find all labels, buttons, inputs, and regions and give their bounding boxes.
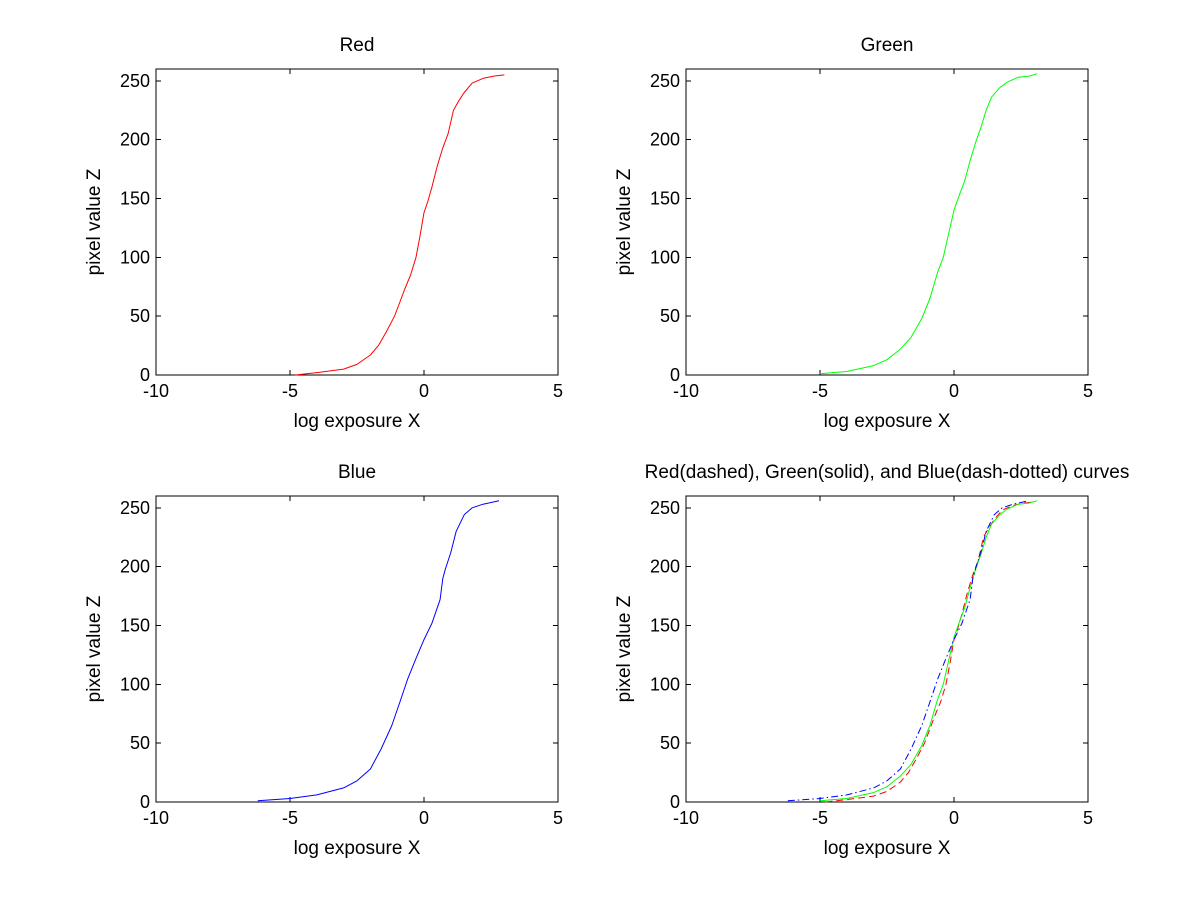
chart-3-y-tick-label: 100 (120, 674, 150, 694)
chart-4-y-axis-label: pixel value Z (614, 595, 635, 702)
chart-4-title: Red(dashed), Green(solid), and Blue(dash… (645, 462, 1130, 483)
chart-4-axes-box (685, 495, 1089, 803)
chart-3-y-tick-label: 50 (130, 733, 150, 753)
chart-1-x-tick-label: 0 (419, 381, 429, 401)
chart-2-x-tick-label: 0 (949, 381, 959, 401)
chart-1-y-tick-label: 250 (120, 71, 150, 91)
chart-3-series-solid-line (257, 500, 500, 802)
chart-1-y-tick-label: 0 (140, 365, 150, 385)
chart-3-axes-box (155, 495, 559, 803)
chart-4-x-tick-label: -10 (673, 808, 699, 828)
chart-4-y-tick-label: 200 (650, 557, 680, 577)
chart-1-x-tick-label: -5 (282, 381, 298, 401)
chart-1-y-tick-label: 200 (120, 130, 150, 150)
chart-1-series-solid-line (295, 74, 505, 376)
chart-1-x-tick-label: -10 (143, 381, 169, 401)
chart-4-y-tick-label: 100 (650, 674, 680, 694)
chart-3-x-tick-label: -5 (282, 808, 298, 828)
chart-2-y-tick-label: 50 (660, 306, 680, 326)
chart-2-y-axis-label: pixel value Z (614, 168, 635, 275)
chart-3-y-tick-label: 200 (120, 557, 150, 577)
chart-1-title: Red (340, 35, 375, 56)
chart-1-x-axis-label: log exposure X (294, 411, 421, 432)
chart-4-x-tick-label: -5 (812, 808, 828, 828)
chart-3-y-tick-label: 150 (120, 615, 150, 635)
chart-2-y-tick-label: 100 (650, 247, 680, 267)
chart-3-title: Blue (338, 462, 376, 483)
chart-4-series-solid-line (819, 500, 1038, 802)
chart-4-x-tick-label: 0 (949, 808, 959, 828)
chart-1-y-tick-label: 50 (130, 306, 150, 326)
chart-3-y-axis-label: pixel value Z (84, 595, 105, 702)
chart-2-title: Green (861, 35, 914, 56)
chart-3-x-tick-label: -10 (143, 808, 169, 828)
chart-4-series-dashed-line (825, 501, 1035, 803)
chart-3-y-tick-label: 0 (140, 792, 150, 812)
chart-2-series-solid-line (819, 73, 1038, 375)
chart-2-y-tick-label: 200 (650, 130, 680, 150)
chart-3-x-tick-label: 5 (553, 808, 563, 828)
chart-3-x-tick-label: 0 (419, 808, 429, 828)
chart-1-x-tick-label: 5 (553, 381, 563, 401)
chart-2-x-tick-label: -5 (812, 381, 828, 401)
chart-4-series-dashdot-line (787, 500, 1030, 802)
chart-2-y-tick-label: 150 (650, 188, 680, 208)
chart-2-y-tick-label: 0 (670, 365, 680, 385)
chart-4-y-tick-label: 150 (650, 615, 680, 635)
chart-2-y-tick-label: 250 (650, 71, 680, 91)
chart-2-axes-box (685, 68, 1089, 376)
chart-1-y-tick-label: 150 (120, 188, 150, 208)
chart-3-y-tick-label: 250 (120, 498, 150, 518)
chart-2-x-tick-label: 5 (1083, 381, 1093, 401)
chart-1-y-tick-label: 100 (120, 247, 150, 267)
chart-4-y-tick-label: 250 (650, 498, 680, 518)
chart-4-y-tick-label: 50 (660, 733, 680, 753)
chart-3-x-axis-label: log exposure X (294, 838, 421, 859)
chart-4-x-tick-label: 5 (1083, 808, 1093, 828)
chart-2-x-tick-label: -10 (673, 381, 699, 401)
chart-4-y-tick-label: 0 (670, 792, 680, 812)
chart-2-x-axis-label: log exposure X (824, 411, 951, 432)
chart-1-y-axis-label: pixel value Z (84, 168, 105, 275)
chart-4-x-axis-label: log exposure X (824, 838, 951, 859)
chart-1-axes-box (155, 68, 559, 376)
